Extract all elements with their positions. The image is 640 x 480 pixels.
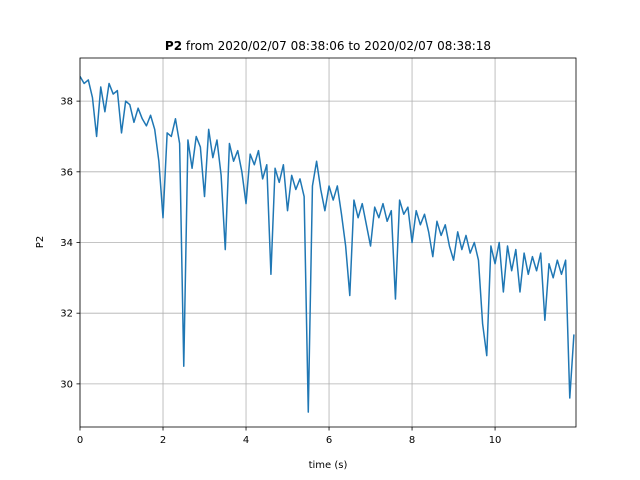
x-tick-label: 0 (77, 435, 83, 446)
x-tick-label: 6 (326, 435, 332, 446)
y-tick-label: 32 (60, 309, 73, 320)
y-tick-label: 38 (60, 97, 73, 108)
title-bold: P2 (165, 39, 182, 53)
x-tick-label: 10 (489, 435, 502, 446)
y-axis-label: P2 (35, 236, 46, 248)
x-tick-label: 8 (409, 435, 415, 446)
chart-title: P2 from 2020/02/07 08:38:06 to 2020/02/0… (165, 39, 491, 53)
plot-frame (79, 57, 577, 428)
data-line (80, 76, 575, 413)
y-tick-label: 36 (60, 167, 73, 178)
y-tick-label: 30 (60, 379, 73, 390)
title-rest: from 2020/02/07 08:38:06 to 2020/02/07 0… (186, 39, 491, 53)
x-tick-label: 2 (160, 435, 166, 446)
x-axis-label: time (s) (309, 460, 348, 471)
x-tick-label: 4 (243, 435, 249, 446)
y-tick-label: 34 (60, 238, 73, 249)
